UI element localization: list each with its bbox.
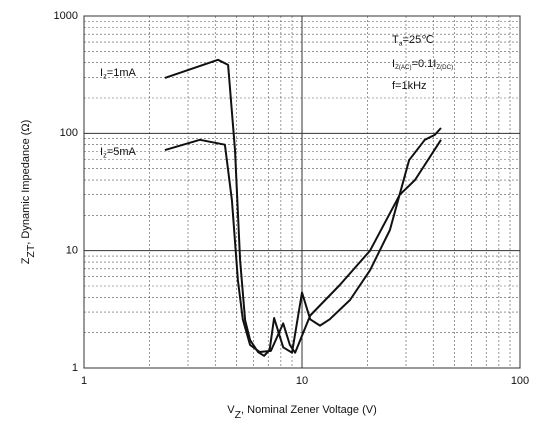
annotation-part: z (103, 72, 107, 81)
annotation: f=1kHz (392, 80, 427, 92)
x-axis-label-part: , Nominal Zener Voltage (V) (241, 404, 377, 416)
x-tick-label: 100 (511, 375, 529, 387)
annotation-part: Z(DC) (436, 64, 453, 71)
annotation: Iz=1mA (100, 67, 136, 81)
annotation: IZ(AC)=0.1IZ(DC) (392, 58, 453, 71)
annotation-part: =5mA (107, 146, 137, 158)
annotation-part: a (399, 40, 403, 47)
y-axis-label-part: , Dynamic Impedance (Ω) (20, 120, 32, 245)
annotation-part: =1mA (107, 67, 137, 79)
x-axis-label: VZ, Nominal Zener Voltage (V) (227, 404, 377, 421)
annotation-part: Z(AC) (395, 64, 412, 71)
annotation-part: z (103, 151, 107, 160)
annotation: Iz=5mA (100, 146, 136, 160)
y-axis-label: ZZT, Dynamic Impedance (Ω) (20, 120, 37, 265)
y-tick-label: 10 (66, 245, 78, 257)
x-tick-label: 10 (296, 375, 308, 387)
line-series (164, 138, 442, 354)
y-tick-label: 1000 (54, 10, 78, 22)
annotation-part: T (392, 34, 399, 46)
annotation-part: =0.1I (412, 58, 437, 70)
line-series (164, 58, 442, 357)
annotation-part: I (100, 146, 103, 158)
y-axis-label-part: ZT (25, 244, 37, 257)
y-tick-label: 100 (60, 127, 78, 139)
annotation-part: =25℃ (403, 34, 434, 46)
annotation-part: I (392, 58, 395, 70)
x-tick-label: 1 (81, 375, 87, 387)
annotation-part: I (100, 67, 103, 79)
x-axis-label-part: Z (235, 409, 242, 421)
annotation-part: f=1kHz (392, 80, 427, 92)
y-axis-label-part: Z (20, 257, 32, 264)
x-axis-label-part: V (227, 404, 235, 416)
annotation: Ta=25℃ (392, 34, 434, 47)
y-tick-label: 1 (72, 362, 78, 374)
